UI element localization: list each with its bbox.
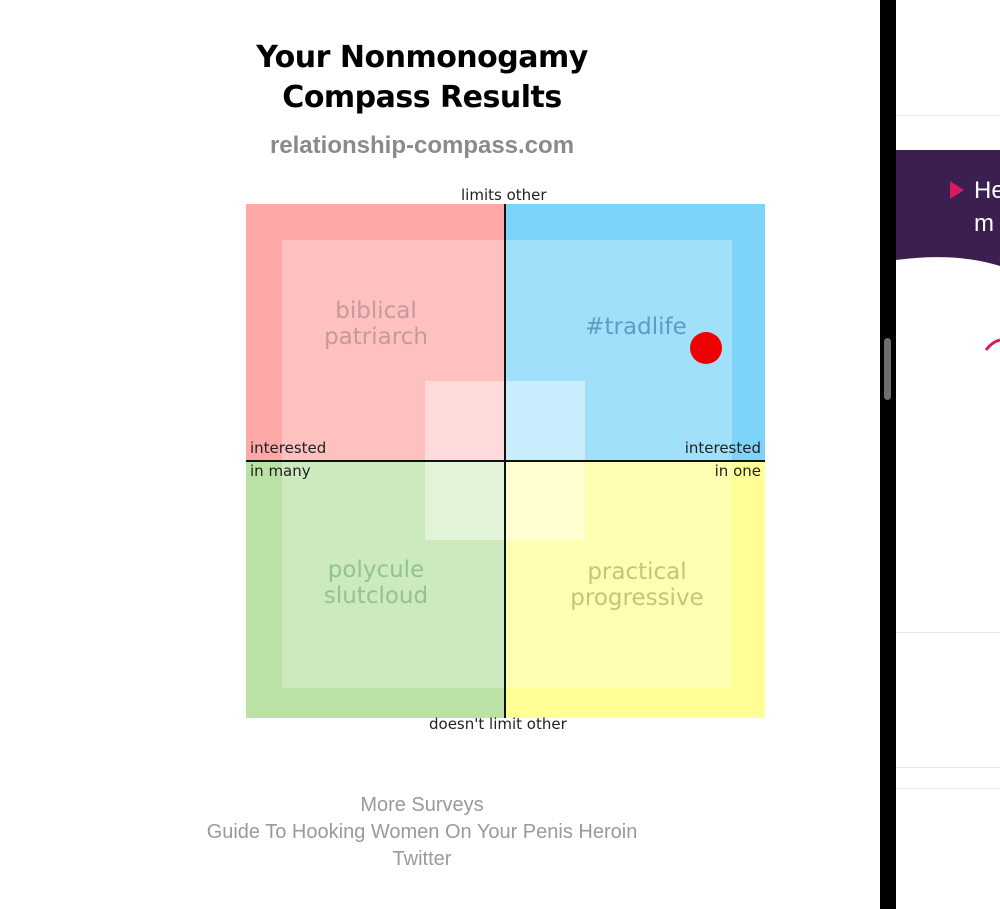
axis-label-right-line2: in one [714,462,761,480]
title-line-2: Compass Results [282,80,562,115]
axis-label-top: limits other [461,186,547,204]
quadrant-label-top-left-line2: patriarch [324,324,428,350]
right-pane-separator [896,115,1000,116]
result-marker [690,332,722,364]
link-twitter[interactable]: Twitter [392,848,452,870]
right-pane-separator-2 [896,632,1000,633]
banner-text-line1: He [974,177,1000,204]
compass-chart: limits other biblical patriarch #tradlif… [240,182,770,742]
quadrant-label-top-left-line1: biblical [335,298,417,324]
quadrant-bottom-right [505,461,765,718]
inner-overlay [282,240,732,688]
quadrant-label-bottom-left-line1: polycule [327,557,425,583]
quadrant-bottom-left [246,461,505,718]
right-pane-banner[interactable]: He m [896,150,1000,270]
quadrant-label-bottom-left-line2: slutcloud [323,583,429,609]
quadrant-label-top-right-line1: #tradlife [585,314,687,340]
axis-label-bottom: doesn't limit other [429,715,567,733]
title-line-1: Your Nonmonogamy [256,40,588,75]
divider-drag-handle[interactable] [884,338,891,400]
footer-links: More Surveys Guide To Hooking Women On Y… [172,792,672,873]
horizontal-axis-line [246,460,765,462]
axis-label-left-line1: interested [250,439,327,457]
quadrant-top-left [246,204,505,461]
right-pane-separator-3 [896,767,1000,768]
split-view-divider[interactable] [880,0,896,909]
axis-label-right-line1: interested [684,439,761,457]
arrow-icon [984,338,1000,351]
right-pane-separator-4 [896,788,1000,789]
link-more-surveys[interactable]: More Surveys [360,794,484,816]
quadrant-label-bottom-right-line2: progressive [570,585,704,611]
banner-text-line2: m [974,210,994,237]
quadrant-label-bottom-left: polycule slutcloud [306,557,446,609]
quadrant-label-bottom-right: practical progressive [557,559,717,611]
quadrant-top-right [505,204,765,461]
banner-shape [896,150,1000,266]
banner-text: He m [974,174,1000,240]
quadrant-label-top-right: #tradlife [566,314,706,340]
quadrant-label-top-left: biblical patriarch [306,298,446,350]
axis-label-left-line2: in many [250,462,311,480]
quadrant-label-bottom-right-line1: practical [587,559,687,585]
page-title: Your Nonmonogamy Compass Results [172,38,672,118]
play-icon [950,181,964,199]
site-name: relationship-compass.com [269,132,575,159]
right-pane: He m [896,0,1000,909]
link-guide[interactable]: Guide To Hooking Women On Your Penis Her… [206,821,638,843]
